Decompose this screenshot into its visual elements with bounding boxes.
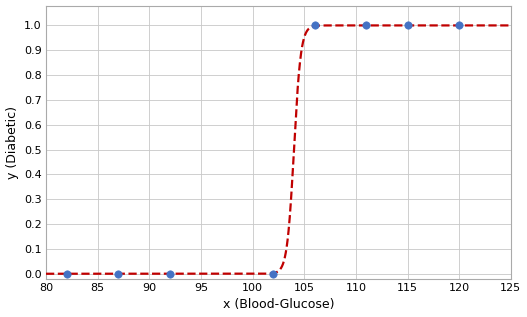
Point — [63, 271, 71, 276]
Point — [114, 271, 123, 276]
Point — [166, 271, 174, 276]
Point — [362, 23, 370, 28]
X-axis label: x (Blood-Glucose): x (Blood-Glucose) — [223, 298, 334, 311]
Point — [310, 23, 319, 28]
Point — [403, 23, 412, 28]
Point — [269, 271, 278, 276]
Point — [455, 23, 463, 28]
Y-axis label: y (Diabetic): y (Diabetic) — [6, 106, 18, 179]
